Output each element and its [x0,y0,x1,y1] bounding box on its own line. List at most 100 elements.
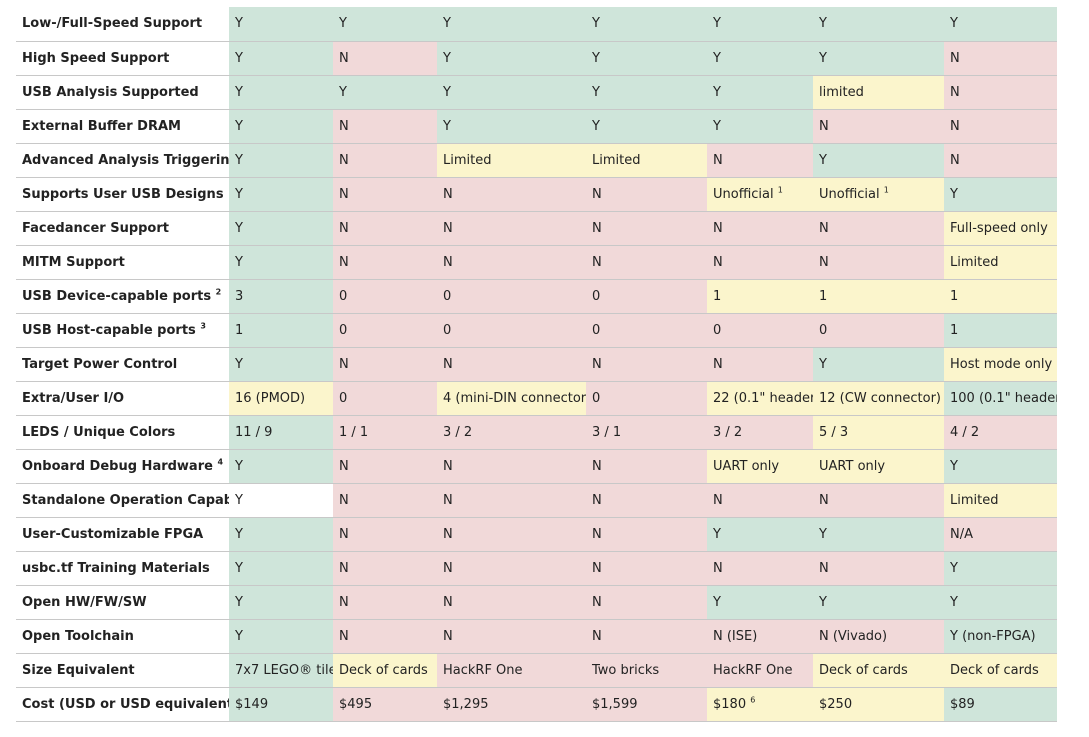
cell-value: HackRF One [443,662,523,678]
table-cell: Y [437,75,586,110]
cell-value: N [819,560,829,576]
cell-value: N/A [950,526,973,542]
table-row: Facedancer Support Y N N N N N Full-speed only [16,211,1057,246]
table-row: usbc.tf Training Materials Y N N N N N Y [16,551,1057,586]
table-cell: Y [437,41,586,76]
cell-value: N [443,186,453,202]
row-label: User-Customizable FPGA [22,526,204,542]
table-cell: 1 [944,279,1057,314]
table-cell: N [437,245,586,280]
table-cell: N [586,619,707,654]
table-cell: N [813,483,944,518]
row-header: Low-/Full-Speed Support [16,7,229,42]
table-cell: 7x7 LEGO® tile [229,653,333,688]
cell-value: $89 [950,696,975,712]
table-cell: N [333,619,437,654]
table-cell: N [813,211,944,246]
footnote-marker: 6 [750,695,756,705]
table-cell: N [586,211,707,246]
cell-value: 12 (CW connector) [819,390,942,406]
cell-value: N [339,560,349,576]
row-label: High Speed Support [22,50,170,66]
row-header: Open Toolchain [16,619,229,654]
table-cell: $1,599 [586,687,707,722]
table-cell: Y [229,619,333,654]
cell-value: N [713,152,723,168]
cell-value: Y [235,628,243,644]
cell-value: N [339,594,349,610]
table-row: USB Device-capable ports 2 3 0 0 0 1 1 1 [16,279,1057,314]
cell-value: N [592,628,602,644]
table-cell: Y [813,585,944,620]
table-cell: Y [944,177,1057,212]
cell-value: Y [819,594,827,610]
cell-value: N [339,186,349,202]
cell-value: 3 / 2 [713,424,743,440]
table-cell: $89 [944,687,1057,722]
table-cell: Deck of cards [333,653,437,688]
cell-value: UART only [713,458,780,474]
table-row: Extra/User I/O 16 (PMOD) 0 4 (mini-DIN conn… [16,381,1057,416]
row-label: Open HW/FW/SW [22,594,147,610]
table-cell: Y [229,347,333,382]
cell-value: N [339,152,349,168]
table-cell: $149 [229,687,333,722]
cell-value: 11 / 9 [235,424,273,440]
cell-value: Y [235,16,243,32]
cell-value: N [713,254,723,270]
table-cell: 3 [229,279,333,314]
cell-value: 1 [819,288,828,304]
table-cell: Y [707,75,813,110]
cell-value: 4 / 2 [950,424,980,440]
row-label: USB Host-capable ports [22,322,196,338]
cell-value: N [443,594,453,610]
table-cell: N [586,177,707,212]
table-cell: 12 (CW connector) [813,381,944,416]
cell-value: limited [819,84,864,100]
cell-value: Y [592,16,600,32]
table-cell: N [333,585,437,620]
table-cell: 4 (mini-DIN connector) [437,381,586,416]
table-cell: 3 / 1 [586,415,707,450]
cell-value: Y [443,50,451,66]
table-cell: Y [229,517,333,552]
table-row: Size Equivalent 7x7 LEGO® tile Deck of car… [16,653,1057,688]
table-cell: Y [944,551,1057,586]
cell-value: HackRF One [713,662,793,678]
cell-value: Y [235,254,243,270]
cell-value: Y [235,152,243,168]
table-cell: 0 [437,279,586,314]
cell-value: N [339,356,349,372]
table-cell: $1,295 [437,687,586,722]
cell-value: N [819,254,829,270]
table-cell: 0 [333,313,437,348]
cell-value: Y [235,356,243,372]
table-cell: N [944,109,1057,144]
table-cell: Y [229,449,333,484]
cell-value: Unofficial [713,186,774,202]
row-header: Supports User USB Designs [16,177,229,212]
cell-value: N [339,628,349,644]
cell-value: Y [950,458,958,474]
table-row: User-Customizable FPGA Y N N N Y Y N/A [16,517,1057,552]
table-cell: N [944,41,1057,76]
cell-value: Limited [950,254,999,270]
table-row: USB Host-capable ports 3 1 0 0 0 0 0 1 [16,313,1057,348]
cell-value: N [819,220,829,236]
cell-value: Y [235,50,243,66]
cell-value: Y [713,16,721,32]
footnote-marker: 1 [777,185,783,195]
cell-value: N [339,50,349,66]
cell-value: 0 [339,390,348,406]
row-header: usbc.tf Training Materials [16,551,229,586]
row-header: Target Power Control [16,347,229,382]
row-label: Onboard Debug Hardware [22,458,213,474]
table-cell: N [586,551,707,586]
cell-value: Y [950,186,958,202]
cell-value: N [592,356,602,372]
table-cell: Deck of cards [813,653,944,688]
table-cell: N [437,177,586,212]
row-label: Extra/User I/O [22,390,125,406]
table-cell: Y [707,517,813,552]
